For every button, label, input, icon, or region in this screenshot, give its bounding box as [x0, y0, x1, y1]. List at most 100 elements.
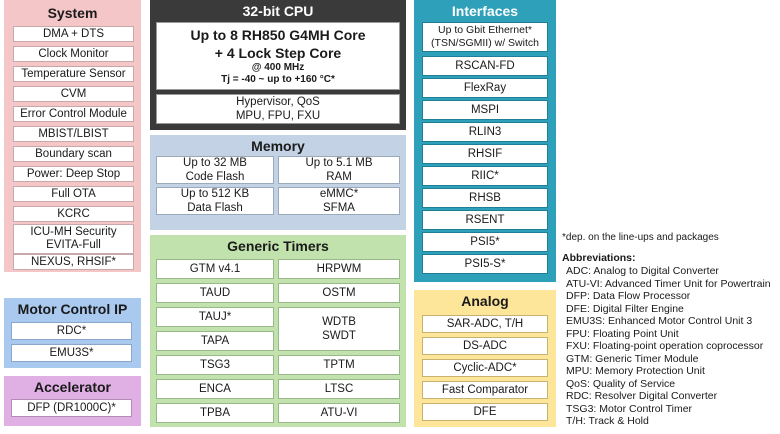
abbreviations-title: Abbreviations: — [562, 252, 636, 264]
dependency-note: *dep. on the line-ups and packages — [562, 232, 719, 243]
interface-item: RIIC* — [422, 166, 548, 186]
cpu-features-box: Hypervisor, QoS MPU, FPU, FXU — [156, 94, 400, 124]
code-flash-label: Code Flash — [185, 171, 245, 183]
accelerator-title: Accelerator — [33, 379, 112, 395]
accelerator-panel: Accelerator DFP (DR1000C)* — [4, 376, 141, 426]
ethernet-line-1: Up to Gbit Ethernet* — [438, 24, 532, 36]
timer-item: TPTM — [278, 355, 400, 375]
ram-label: RAM — [326, 171, 352, 183]
cpu-features-line-1: Hypervisor, QoS — [236, 96, 320, 108]
wdtb-label: WDTB — [322, 316, 356, 328]
abbreviation-item: T/H: Track & Hold — [566, 415, 649, 427]
cpu-frequency: @ 400 MHz — [251, 62, 305, 73]
timers-title: Generic Timers — [227, 238, 329, 254]
icu-line-1: ICU-MH Security — [30, 226, 117, 238]
timer-item: TAUD — [156, 283, 274, 303]
emmc-cell: eMMC* SFMA — [278, 187, 400, 215]
motor-title: Motor Control IP — [17, 301, 128, 317]
interface-item: RHSB — [422, 188, 548, 208]
timer-item: ATU-VI — [278, 403, 400, 423]
memory-panel: Memory Up to 32 MB Code Flash Up to 5.1 … — [150, 135, 406, 230]
abbreviation-item: ATU-VI: Advanced Timer Unit for Powertra… — [566, 277, 771, 290]
analog-item: Cyclic-ADC* — [422, 359, 548, 377]
swdt-label: SWDT — [322, 330, 356, 342]
cpu-core-box: Up to 8 RH850 G4MH Core + 4 Lock Step Co… — [156, 22, 400, 90]
code-flash-size: Up to 32 MB — [183, 157, 247, 169]
abbreviation-item: DFP: Data Flow Processor — [566, 290, 691, 302]
timer-item: LTSC — [278, 379, 400, 399]
system-item: CVM — [13, 86, 134, 102]
system-title: System — [47, 5, 98, 21]
code-flash-cell: Up to 32 MB Code Flash — [156, 156, 274, 184]
abbreviation-item: EMU3S: Enhanced Motor Control Unit 3 — [566, 315, 753, 327]
abbreviation-item: RDC: Resolver Digital Converter — [566, 390, 718, 402]
analog-item: DFE — [422, 403, 548, 421]
abbreviation-item: QoS: Quality of Service — [566, 377, 676, 390]
data-flash-size: Up to 512 KB — [180, 188, 250, 200]
cpu-features-line-2: MPU, FPU, FXU — [235, 110, 321, 122]
cpu-title: 32-bit CPU — [242, 3, 314, 19]
interfaces-panel: Interfaces Up to Gbit Ethernet* (TSN/SGM… — [414, 0, 556, 282]
system-item: KCRC — [13, 206, 134, 222]
interface-item: PSI5* — [422, 232, 548, 252]
interface-item: FlexRay — [422, 78, 548, 98]
ethernet-line-2: (TSN/SGMII) w/ Switch — [431, 37, 539, 49]
timer-item: TAPA — [156, 331, 274, 351]
abbreviation-item: ADC: Analog to Digital Converter — [566, 265, 719, 277]
timer-item: TPBA — [156, 403, 274, 423]
wdtb-swdt-cell: WDTB SWDT — [278, 307, 400, 351]
abbreviation-item: MPU: Memory Protection Unit — [566, 365, 705, 377]
interface-item: PSI5-S* — [422, 254, 548, 274]
motor-item: EMU3S* — [11, 344, 132, 362]
abbreviation-item: FPU: Floating Point Unit — [566, 327, 679, 340]
accelerator-item: DFP (DR1000C)* — [11, 399, 132, 417]
ram-size: Up to 5.1 MB — [305, 157, 373, 169]
generic-timers-panel: Generic Timers GTM v4.1 TAUD TAUJ* TAPA … — [150, 235, 406, 427]
timer-item: ENCA — [156, 379, 274, 399]
interface-item: RHSIF — [422, 144, 548, 164]
system-item: DMA + DTS — [13, 26, 134, 42]
analog-item: Fast Comparator — [422, 381, 548, 399]
system-panel: System DMA + DTS Clock Monitor Temperatu… — [4, 0, 141, 272]
interface-item: RSENT — [422, 210, 548, 230]
abbreviation-item: GTM: Generic Timer Module — [566, 352, 699, 365]
abbreviation-item: FXU: Floating-point operation coprocesso… — [566, 340, 764, 352]
analog-title: Analog — [461, 293, 509, 309]
analog-panel: Analog SAR-ADC, T/H DS-ADC Cyclic-ADC* F… — [414, 290, 556, 427]
system-item: Clock Monitor — [13, 46, 134, 62]
abbreviation-item: DFE: Digital Filter Engine — [566, 302, 684, 315]
system-item: Full OTA — [13, 186, 134, 202]
analog-item: SAR-ADC, T/H — [422, 315, 548, 333]
cpu-panel: 32-bit CPU Up to 8 RH850 G4MH Core + 4 L… — [150, 0, 406, 130]
abbreviation-item: TSG3: Motor Control Timer — [566, 402, 693, 415]
data-flash-cell: Up to 512 KB Data Flash — [156, 187, 274, 215]
emmc-line-2: SFMA — [323, 202, 355, 214]
timer-item: TSG3 — [156, 355, 274, 375]
interface-item: RSCAN-FD — [422, 56, 548, 76]
system-item: MBIST/LBIST — [13, 126, 134, 142]
emmc-line-1: eMMC* — [319, 188, 359, 200]
analog-item: DS-ADC — [422, 337, 548, 355]
icu-line-2: EVITA-Full — [46, 239, 101, 251]
cpu-junction-temp: Tj = -40 ~ up to +160 °C* — [221, 74, 335, 85]
data-flash-label: Data Flash — [187, 202, 243, 214]
interface-item: MSPI — [422, 100, 548, 120]
memory-title: Memory — [251, 138, 305, 154]
system-item: Error Control Module — [13, 106, 134, 122]
ram-cell: Up to 5.1 MB RAM — [278, 156, 400, 184]
motor-control-panel: Motor Control IP RDC* EMU3S* — [4, 298, 141, 368]
motor-item: RDC* — [11, 322, 132, 340]
system-item: Power: Deep Stop — [13, 166, 134, 182]
cpu-core-line-1: Up to 8 RH850 G4MH Core — [190, 27, 366, 43]
system-item: NEXUS, RHSIF* — [13, 254, 134, 270]
timer-item: OSTM — [278, 283, 400, 303]
system-item: Temperature Sensor — [13, 66, 134, 82]
timer-item: GTM v4.1 — [156, 259, 274, 279]
system-item: Boundary scan — [13, 146, 134, 162]
abbreviations-list: ADC: Analog to Digital Converter ATU-VI:… — [566, 265, 778, 428]
interfaces-title: Interfaces — [451, 3, 519, 19]
timer-item: HRPWM — [278, 259, 400, 279]
timer-item: TAUJ* — [156, 307, 274, 327]
icu-security-item: ICU-MH Security EVITA-Full — [13, 224, 134, 254]
interface-item: RLIN3 — [422, 122, 548, 142]
